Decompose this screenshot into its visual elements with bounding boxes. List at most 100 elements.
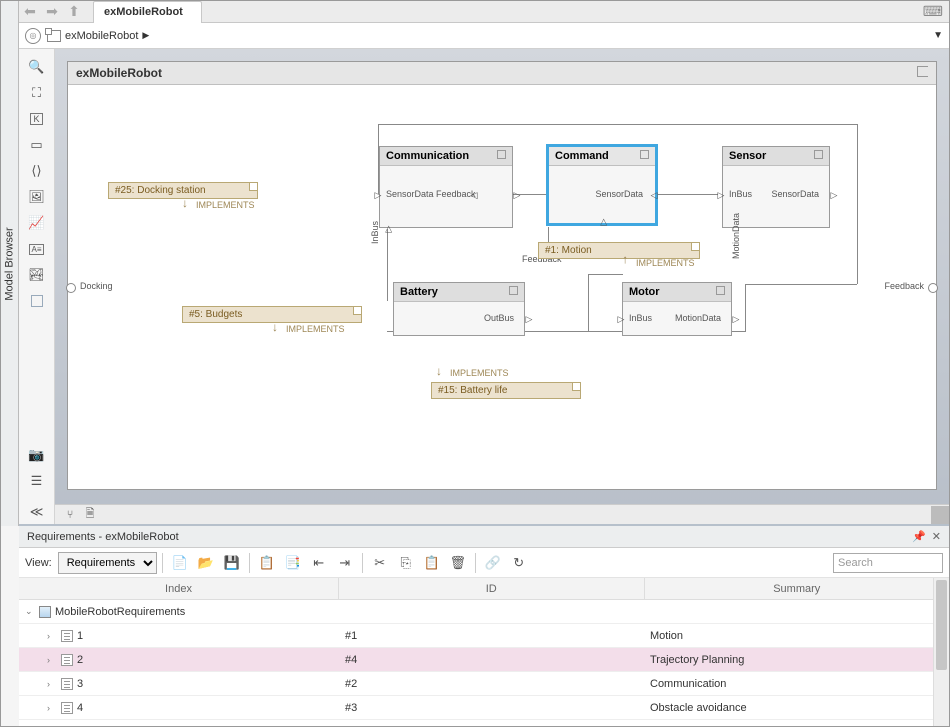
view-select[interactable]: Requirements: [58, 552, 157, 574]
external-out-label: Feedback: [884, 281, 924, 291]
breadcrumb-arrow-icon[interactable]: ▶: [142, 30, 149, 41]
camera-icon[interactable]: 📷: [23, 443, 51, 467]
copy-icon[interactable]: ⎘: [394, 552, 418, 574]
table-header-row: Index ID Summary: [19, 578, 949, 600]
pin-icon[interactable]: 📌: [912, 530, 926, 543]
image-icon[interactable]: 🖼: [23, 185, 51, 209]
arrow-icon: ↓: [272, 320, 278, 334]
model-browser-label: Model Browser: [4, 227, 16, 300]
table-row-root[interactable]: ⌄ MobileRobotRequirements: [19, 600, 949, 624]
block-battery[interactable]: Battery OutBus: [393, 282, 525, 336]
col-index[interactable]: Index: [19, 578, 339, 599]
promote-icon[interactable]: ⇤: [307, 552, 331, 574]
hierarchy-icon[interactable]: ⑂: [61, 507, 79, 523]
model-browser-rail[interactable]: Model Browser: [1, 1, 19, 526]
port-bottom[interactable]: [384, 225, 392, 233]
nav-up-icon[interactable]: ⬆: [63, 2, 85, 22]
canvas-toolbar: 🔍 ⛶ K ▭ ⟨⟩ 🖼 📈 A≡ 🏞 📷 ☰ ≪: [19, 49, 55, 524]
blank-icon[interactable]: [23, 289, 51, 313]
add-req-icon[interactable]: 📋: [255, 552, 279, 574]
expand-icon[interactable]: ›: [47, 655, 57, 665]
io-icon[interactable]: ⟨⟩: [23, 159, 51, 183]
expand-icon[interactable]: ›: [47, 631, 57, 641]
demote-icon[interactable]: ⇥: [333, 552, 357, 574]
cut-icon[interactable]: ✂: [368, 552, 392, 574]
req-icon: [61, 630, 73, 642]
rect-icon[interactable]: ▭: [23, 133, 51, 157]
annotation-battery-life[interactable]: #15: Battery life: [431, 382, 581, 399]
table-row[interactable]: ›4#3Obstacle avoidance: [19, 696, 949, 720]
wire: [745, 284, 746, 332]
expand-icon[interactable]: ›: [47, 679, 57, 689]
reqset-icon: [39, 606, 51, 618]
refresh-icon[interactable]: ↻: [507, 552, 531, 574]
new-icon[interactable]: 📄: [168, 552, 192, 574]
row-summary: Communication: [644, 678, 949, 690]
requirements-header: Requirements - exMobileRobot 📌 ✕: [19, 526, 949, 548]
zoom-icon[interactable]: 🔍: [23, 55, 51, 79]
nav-back-icon[interactable]: ⬅: [19, 2, 41, 22]
delete-icon[interactable]: 🗑: [446, 552, 470, 574]
scroll-thumb[interactable]: [936, 580, 947, 670]
external-in-port[interactable]: [66, 283, 76, 293]
port-out[interactable]: [513, 191, 521, 199]
wire: [588, 274, 589, 332]
diagram-canvas[interactable]: exMobileRobot Docking Feedback: [55, 49, 949, 524]
search-input[interactable]: Search: [833, 553, 943, 573]
breadcrumb-root[interactable]: exMobileRobot: [65, 30, 138, 42]
close-icon[interactable]: ✕: [932, 530, 941, 543]
requirements-toolbar: View: Requirements 📄 📂 💾 📋 📑 ⇤ ⇥ ✂ ⎘ 📋 🗑…: [19, 548, 949, 578]
wire: [588, 274, 623, 275]
add-child-icon[interactable]: 📑: [281, 552, 305, 574]
wire: [378, 124, 858, 125]
external-out-port[interactable]: [928, 283, 938, 293]
text-icon[interactable]: A≡: [23, 237, 51, 261]
note-icon: [509, 286, 518, 295]
vertical-scrollbar[interactable]: [933, 578, 949, 726]
save-icon[interactable]: 💾: [220, 552, 244, 574]
expand-icon[interactable]: ›: [47, 703, 57, 713]
target-icon[interactable]: ◎: [25, 28, 41, 44]
col-id[interactable]: ID: [339, 578, 645, 599]
open-icon[interactable]: 📂: [194, 552, 218, 574]
port-out[interactable]: [830, 191, 838, 199]
expand-icon[interactable]: ⌄: [25, 606, 35, 617]
block-communication[interactable]: Communication SensorData Feedback: [379, 146, 513, 228]
tab-exmobilerobot[interactable]: exMobileRobot: [93, 1, 202, 23]
table-row[interactable]: ›3#2Communication: [19, 672, 949, 696]
chart-icon[interactable]: 📈: [23, 211, 51, 235]
port-in[interactable]: [374, 191, 382, 199]
col-summary[interactable]: Summary: [645, 578, 950, 599]
wire: [731, 331, 746, 332]
port-in[interactable]: [470, 191, 478, 199]
port-label: SensorData: [771, 189, 819, 199]
port-bottom[interactable]: [599, 218, 607, 226]
doc-icon[interactable]: 🗎: [81, 507, 99, 523]
annotation-motion[interactable]: #1: Motion: [538, 242, 700, 259]
annotation-text: #15: Battery life: [438, 385, 507, 396]
req-icon: [61, 654, 73, 666]
view-label: View:: [25, 557, 52, 569]
keyboard-icon[interactable]: ⌨: [923, 3, 943, 20]
model-body[interactable]: Docking Feedback Communication SensorDat…: [68, 84, 936, 489]
list-icon[interactable]: ☰: [23, 469, 51, 493]
paste-icon[interactable]: 📋: [420, 552, 444, 574]
requirements-title: Requirements - exMobileRobot: [27, 531, 179, 543]
port-out[interactable]: [525, 315, 533, 323]
table-row[interactable]: ›2#4Trajectory Planning: [19, 648, 949, 672]
port-out[interactable]: [650, 191, 658, 199]
wire: [745, 284, 857, 285]
fit-icon[interactable]: ⛶: [23, 81, 51, 105]
port-in[interactable]: [617, 315, 625, 323]
block-command[interactable]: Command SensorData: [546, 144, 658, 226]
pic-icon[interactable]: 🏞: [23, 263, 51, 287]
collapse-icon[interactable]: ≪: [19, 504, 54, 520]
port-in[interactable]: [717, 191, 725, 199]
block-motor[interactable]: Motor InBus MotionData: [622, 282, 732, 336]
nav-fwd-icon[interactable]: ➡: [41, 2, 63, 22]
breadcrumb-dropdown-icon[interactable]: ▼: [933, 30, 943, 41]
root-label: MobileRobotRequirements: [55, 606, 185, 618]
table-row[interactable]: ›1#1Motion: [19, 624, 949, 648]
k-icon[interactable]: K: [23, 107, 51, 131]
port-out[interactable]: [732, 315, 740, 323]
